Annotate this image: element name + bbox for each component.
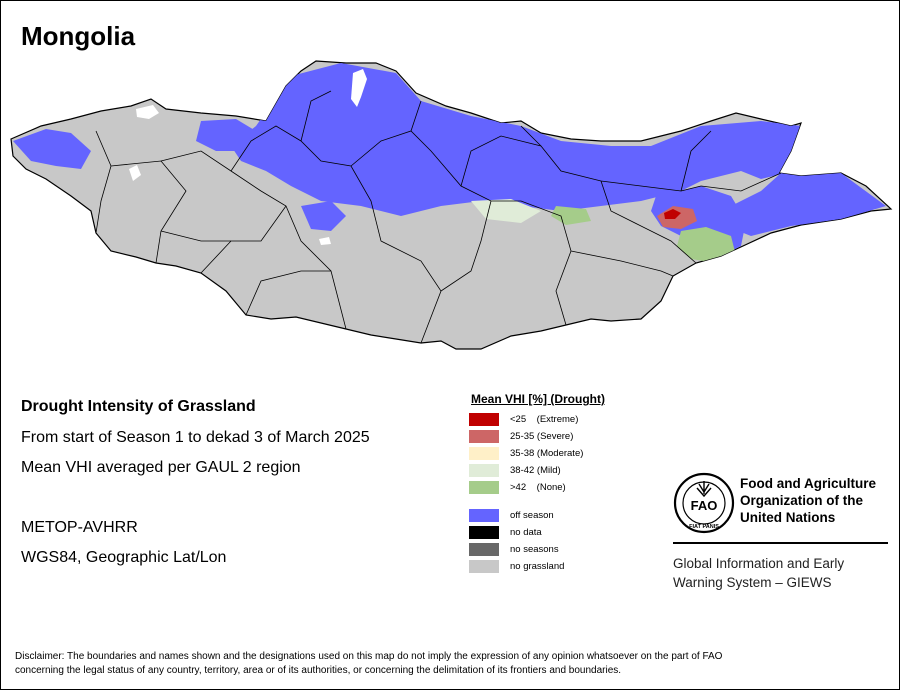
giews-label: Global Information and Early Warning Sys… [673,556,845,590]
legend-item: 25-35 (Severe) [469,429,573,443]
map-title: Mongolia [21,21,136,51]
fao-logo: FAO FIAT PANIS [673,472,735,534]
none-patch [677,227,736,263]
legend-swatch [469,480,499,494]
legend-item: off season [469,508,554,522]
legend-item: no data [469,525,542,539]
legend-title: Mean VHI [%] (Drought) [471,392,605,406]
legend-swatch [469,525,499,539]
lake-khuvsgul [351,69,367,107]
sensor: METOP-AVHRR [21,519,138,536]
legend-label: 35-38 (Moderate) [510,447,584,459]
mild-patch [471,199,541,223]
legend-item: no grassland [469,559,564,573]
legend-label: 25-35 (Severe) [510,430,574,442]
legend-item: 38-42 (Mild) [469,463,561,477]
legend-swatch [469,463,499,477]
legend-swatch [469,446,499,460]
legend-label: no grassland [510,560,565,572]
legend-swatch [469,412,499,426]
fao-logo-motto: FIAT PANIS [689,524,719,530]
legend-swatch [469,559,499,573]
fao-name: Food and Agriculture Organization of the… [740,476,876,525]
none-patch-central [551,206,591,225]
lake-uvs [136,105,159,119]
legend-swatch [469,429,499,443]
legend-swatch [469,542,499,556]
fao-logo-text: FAO [691,498,718,513]
legend-label: off season [510,509,554,521]
time-period: From start of Season 1 to dekad 3 of Mar… [21,429,370,446]
legend-label: 38-42 (Mild) [510,464,561,476]
admin-boundaries [95,90,782,344]
legend-item: 35-38 (Moderate) [469,446,583,460]
lake-western [129,165,141,181]
mongolia-map [10,60,893,350]
legend-label: no seasons [510,543,559,555]
extreme-patch [664,209,681,219]
map-subject: Drought Intensity of Grassland [21,398,256,415]
projection: WGS84, Geographic Lat/Lon [21,549,227,566]
legend-item: no seasons [469,542,559,556]
legend-swatch [469,508,499,522]
disclaimer: Disclaimer: The boundaries and names sho… [15,651,723,676]
lake-small [319,237,331,245]
legend-label: no data [510,526,542,538]
aggregation-method: Mean VHI averaged per GAUL 2 region [21,459,301,476]
divider [673,542,888,544]
legend-item: <25 (Extreme) [469,412,578,426]
legend-item: >42 (None) [469,480,566,494]
legend-label: >42 (None) [510,481,566,493]
legend-label: <25 (Extreme) [510,413,579,425]
